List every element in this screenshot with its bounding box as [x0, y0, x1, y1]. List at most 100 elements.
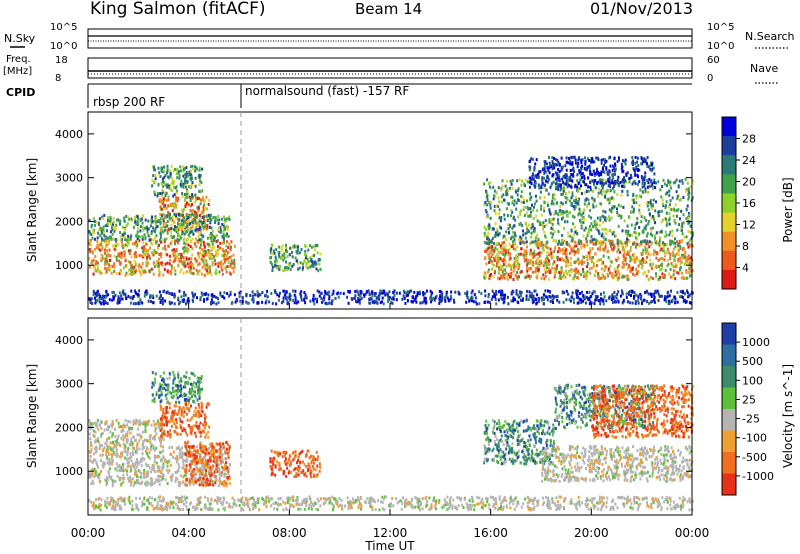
echo-cell [512, 278, 515, 281]
echo-cell [529, 248, 532, 252]
echo-cell [531, 176, 534, 180]
echo-cell [230, 259, 233, 263]
echo-cell [211, 301, 214, 304]
echo-cell [228, 215, 231, 219]
echo-cell [316, 300, 318, 304]
echo-cell [660, 195, 663, 199]
echo-cell [638, 211, 641, 215]
echo-cell [682, 196, 685, 199]
echo-cell [215, 249, 218, 253]
echo-cell [180, 268, 183, 272]
echo-cell [600, 202, 603, 206]
echo-cell [186, 299, 189, 303]
echo-cell [108, 264, 111, 268]
echo-cell [162, 200, 165, 204]
echo-cell [186, 180, 189, 184]
echo-cell [494, 297, 497, 301]
echo-cell [622, 274, 625, 278]
echo-cell [519, 240, 522, 244]
echo-cell [138, 470, 141, 474]
echo-cell [553, 275, 556, 279]
echo-cell [654, 186, 657, 190]
echo-cell [526, 269, 529, 273]
echo-cell [268, 300, 271, 304]
echo-cell [579, 210, 582, 214]
echo-cell [685, 235, 688, 239]
echo-cell [169, 235, 172, 239]
echo-cell [238, 295, 241, 299]
echo-cell [616, 238, 619, 242]
echo-cell [178, 218, 181, 222]
echo-cell [430, 293, 433, 297]
echo-cell [118, 301, 121, 304]
echo-cell [196, 272, 199, 276]
echo-cell [590, 228, 593, 232]
echo-cell [599, 248, 601, 252]
echo-cell [637, 164, 640, 167]
echo-cell [288, 263, 291, 267]
nave-tick-low: 0 [707, 73, 713, 84]
echo-cell [567, 235, 570, 238]
echo-cell [92, 217, 95, 220]
echo-cell [314, 297, 317, 301]
echo-cell [312, 298, 315, 302]
echo-cell [648, 164, 651, 168]
echo-cell [105, 237, 108, 240]
echo-cell [550, 183, 553, 187]
echo-cell [512, 247, 515, 251]
echo-cell [350, 297, 353, 301]
echo-cell [562, 175, 565, 179]
echo-cell [498, 268, 501, 272]
echo-cell [199, 238, 202, 242]
echo-cell [284, 266, 287, 270]
echo-cell [602, 291, 605, 295]
date-label: 01/Nov/2013 [590, 0, 693, 18]
echo-cell [632, 210, 635, 214]
echo-cell [600, 173, 603, 177]
echo-cell [178, 257, 181, 261]
echo-cell [645, 161, 648, 165]
echo-cell [646, 239, 649, 243]
echo-cell [650, 242, 653, 246]
echo-cell [665, 233, 668, 237]
echo-cell [164, 252, 167, 256]
echo-cell [168, 446, 171, 449]
echo-cell [203, 249, 206, 253]
echo-cell [369, 297, 372, 301]
echo-cell [265, 293, 268, 297]
echo-cell [150, 232, 153, 236]
echo-cell [141, 237, 144, 241]
echo-cell [220, 474, 223, 477]
echo-cell [109, 461, 112, 465]
echo-cell [665, 243, 668, 246]
echo-cell [226, 292, 229, 295]
echo-cell [301, 268, 304, 272]
echo-cell [616, 276, 619, 280]
echo-cell [641, 263, 644, 267]
echo-cell [457, 290, 460, 294]
echo-cell [402, 289, 405, 293]
echo-cell [616, 250, 619, 254]
echo-cell [107, 252, 110, 256]
echo-cell [536, 273, 539, 277]
echo-cell [160, 299, 163, 302]
echo-cell [492, 197, 495, 201]
echo-cell [95, 447, 98, 450]
echo-cell [136, 215, 139, 219]
echo-cell [607, 215, 610, 219]
echo-cell [219, 291, 222, 295]
echo-cell [158, 455, 161, 459]
echo-cell [167, 198, 170, 202]
echo-cell [518, 263, 521, 267]
echo-cell [663, 242, 666, 246]
echo-cell [124, 456, 127, 460]
echo-cell [191, 202, 194, 206]
y-tick-label: 3000 [55, 172, 83, 185]
echo-cell [593, 169, 596, 173]
echo-cell [625, 180, 628, 184]
echo-cell [137, 235, 140, 239]
echo-cell [611, 240, 614, 244]
echo-cell [171, 177, 174, 181]
echo-cell [122, 469, 125, 473]
echo-cell [125, 297, 128, 300]
